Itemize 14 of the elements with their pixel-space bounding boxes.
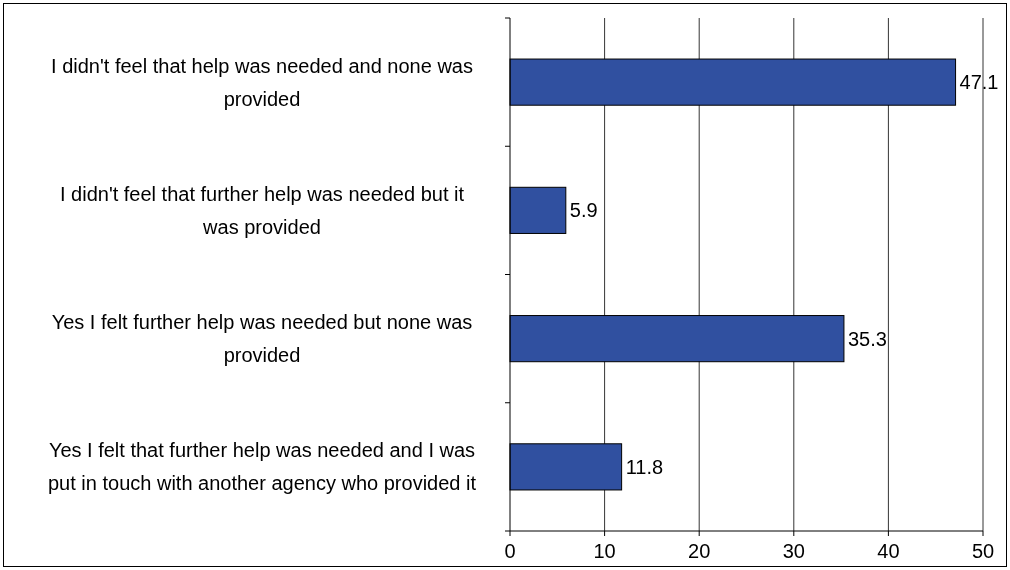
data-label: 35.3 bbox=[847, 327, 887, 350]
x-tick-label: 50 bbox=[971, 540, 995, 562]
y-tick-label: I didn't feel that help was needed and none was provided bbox=[51, 54, 473, 110]
data-label: 47.1 bbox=[959, 71, 999, 94]
y-tick-label: Yes I felt that further help was needed and I was put in touch with another agency who provided it bbox=[47, 439, 477, 495]
data-label: 5.9 bbox=[569, 199, 598, 222]
y-tick-label: Yes I felt further help was needed but none was provided bbox=[51, 311, 473, 367]
data-label: 11.8 bbox=[625, 455, 664, 478]
x-tick-label: 20 bbox=[688, 540, 711, 562]
x-tick-label: 0 bbox=[504, 540, 516, 562]
x-tick-label: 40 bbox=[877, 540, 900, 562]
x-tick-label: 30 bbox=[782, 540, 805, 562]
y-tick-label: I didn't feel that further help was needed but it was provided bbox=[59, 182, 465, 238]
x-tick-label: 10 bbox=[593, 540, 616, 562]
